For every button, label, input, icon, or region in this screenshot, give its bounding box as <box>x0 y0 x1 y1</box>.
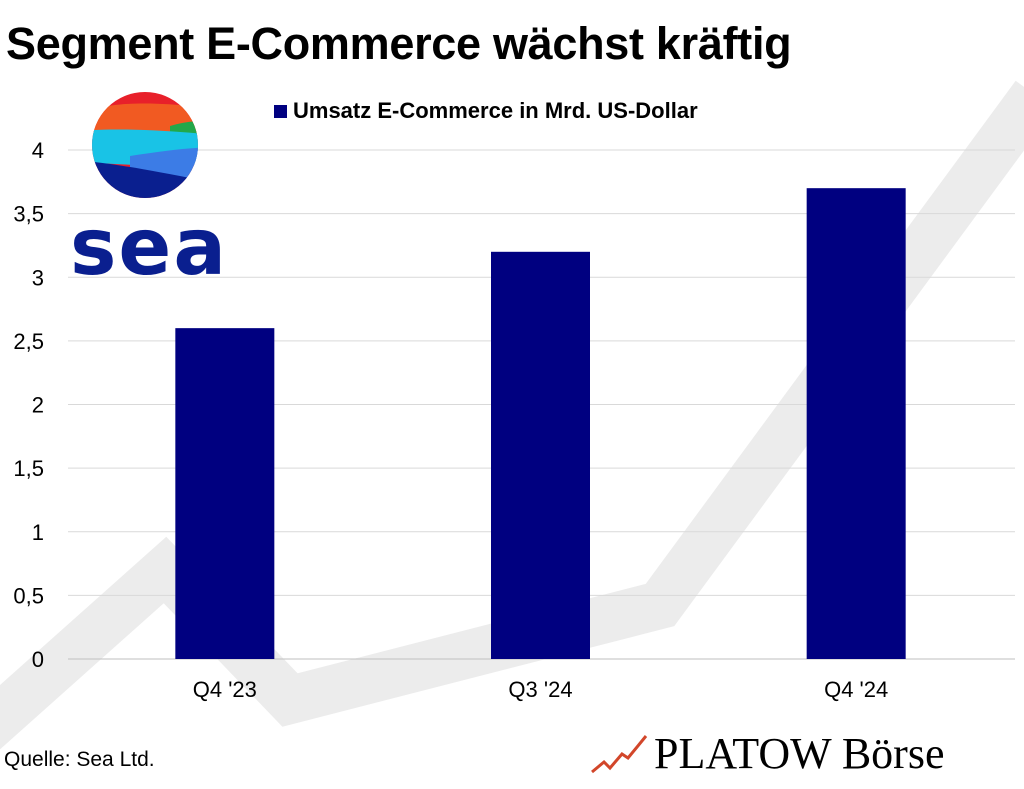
bars <box>175 188 906 660</box>
y-tick-label: 3 <box>32 265 44 290</box>
sea-logo: sea <box>70 92 228 280</box>
legend-label: Umsatz E-Commerce in Mrd. US-Dollar <box>293 98 698 123</box>
sea-wordmark: sea <box>70 203 228 280</box>
platow-brand: PLATOW Börse <box>590 728 945 776</box>
y-tick-label: 2,5 <box>13 329 44 354</box>
legend: Umsatz E-Commerce in Mrd. US-Dollar <box>274 98 698 124</box>
bar <box>806 188 906 660</box>
chart-title: Segment E-Commerce wächst kräftig <box>6 18 792 69</box>
y-tick-label: 0 <box>32 647 44 672</box>
y-tick-label: 1 <box>32 520 44 545</box>
x-tick-label: Q4 '24 <box>824 677 888 702</box>
source-note: Quelle: Sea Ltd. <box>4 748 155 771</box>
brand-name: PLATOW Börse <box>654 729 945 778</box>
y-tick-label: 3,5 <box>13 202 44 227</box>
y-axis-ticks: 0 0,5 1 1,5 2 2,5 3 3,5 4 <box>13 138 44 672</box>
x-tick-label: Q4 '23 <box>193 677 257 702</box>
y-tick-label: 4 <box>32 138 44 163</box>
bar <box>491 251 590 660</box>
x-axis-ticks: Q4 '23 Q3 '24 Q4 '24 <box>193 677 888 702</box>
y-tick-label: 1,5 <box>13 456 44 481</box>
legend-swatch <box>274 104 287 118</box>
rising-line-icon <box>591 735 648 774</box>
y-tick-label: 0,5 <box>13 583 44 608</box>
y-tick-label: 2 <box>32 393 44 418</box>
bar <box>175 328 275 659</box>
x-tick-label: Q3 '24 <box>508 677 572 702</box>
